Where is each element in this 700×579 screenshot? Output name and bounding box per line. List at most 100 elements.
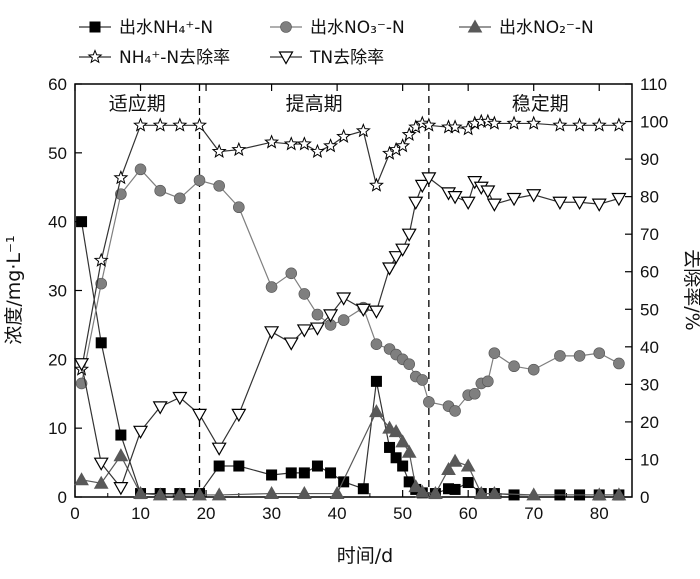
data-point bbox=[552, 196, 568, 210]
data-point bbox=[115, 429, 127, 441]
right-y-tick-label: 50 bbox=[640, 300, 659, 319]
data-point bbox=[278, 51, 294, 65]
data-point bbox=[593, 347, 606, 359]
data-point bbox=[133, 425, 149, 440]
right-y-tick-label: 70 bbox=[640, 225, 659, 244]
axes-frame: 0 10 20 30 40 50 60 70 80 0 10 20 30 40 50 60 0 10 20 30 40 5… bbox=[48, 75, 668, 523]
legend-item: 出水NO₃⁻-N bbox=[270, 18, 405, 38]
data-point bbox=[572, 196, 588, 210]
data-point bbox=[487, 486, 502, 500]
series-4 bbox=[74, 113, 627, 376]
right-y-tick-label: 100 bbox=[640, 113, 668, 132]
data-point bbox=[357, 483, 369, 495]
data-point bbox=[460, 196, 476, 210]
data-point bbox=[408, 479, 424, 493]
series-line bbox=[80, 168, 620, 412]
left-y-axis-title: 浓度/mg·L⁻¹ bbox=[3, 235, 25, 344]
data-point bbox=[76, 216, 88, 228]
series-1 bbox=[76, 216, 625, 501]
data-point bbox=[265, 281, 278, 293]
data-point bbox=[449, 483, 461, 495]
data-point bbox=[95, 337, 107, 349]
legend-label: 出水NH₄⁺-N bbox=[119, 18, 213, 38]
data-point bbox=[264, 486, 279, 500]
data-point bbox=[573, 350, 586, 362]
data-point bbox=[526, 487, 542, 501]
right-y-tick-label: 40 bbox=[640, 338, 659, 357]
data-point bbox=[309, 143, 325, 158]
data-point bbox=[416, 374, 429, 386]
data-point bbox=[337, 314, 350, 326]
data-point bbox=[213, 180, 225, 192]
data-point bbox=[338, 476, 350, 488]
data-point bbox=[93, 252, 109, 267]
data-point bbox=[486, 198, 502, 212]
series-2 bbox=[75, 163, 625, 417]
data-point bbox=[74, 358, 90, 372]
data-point bbox=[152, 401, 168, 415]
x-tick-label: 60 bbox=[459, 504, 478, 523]
data-point bbox=[401, 228, 417, 242]
data-point bbox=[480, 113, 496, 128]
x-axis-title: 时间/d bbox=[337, 545, 393, 567]
data-point bbox=[325, 467, 337, 479]
data-point bbox=[134, 163, 147, 176]
data-point bbox=[93, 457, 109, 471]
left-y-tick-label: 30 bbox=[48, 282, 67, 301]
data-point bbox=[113, 169, 129, 185]
data-point bbox=[368, 305, 384, 319]
data-point bbox=[264, 134, 280, 149]
data-point bbox=[447, 119, 463, 134]
left-y-tick-label: 50 bbox=[48, 144, 67, 163]
series-line bbox=[81, 410, 619, 496]
legend-label: TN去除率 bbox=[309, 48, 384, 68]
legend-item: 出水NH₄⁺-N bbox=[79, 18, 213, 38]
data-series bbox=[74, 113, 627, 501]
data-point bbox=[296, 486, 312, 500]
data-point bbox=[285, 267, 298, 280]
data-point bbox=[554, 350, 566, 362]
right-y-tick-label: 10 bbox=[640, 450, 659, 469]
data-point bbox=[382, 262, 398, 276]
data-point bbox=[133, 117, 149, 132]
data-point bbox=[154, 184, 166, 197]
data-point bbox=[447, 453, 463, 467]
data-point bbox=[480, 185, 496, 199]
right-y-tick-label: 80 bbox=[640, 188, 659, 207]
data-point bbox=[89, 21, 101, 33]
data-point bbox=[506, 115, 522, 130]
data-point bbox=[355, 303, 371, 317]
data-point bbox=[329, 486, 345, 500]
series-line bbox=[80, 177, 620, 489]
data-point bbox=[211, 143, 227, 158]
x-tick-label: 30 bbox=[262, 504, 281, 523]
data-point bbox=[395, 138, 411, 153]
data-point bbox=[611, 192, 627, 207]
data-point bbox=[231, 408, 247, 423]
data-point bbox=[591, 117, 607, 132]
data-point bbox=[368, 177, 384, 192]
data-point bbox=[388, 251, 404, 265]
data-point bbox=[193, 174, 206, 187]
data-point bbox=[369, 404, 384, 418]
plot-frame bbox=[74, 83, 633, 498]
series-5 bbox=[74, 172, 627, 496]
data-point bbox=[449, 405, 461, 417]
phase-label: 稳定期 bbox=[512, 93, 569, 115]
data-point bbox=[280, 21, 292, 33]
data-point bbox=[526, 189, 542, 203]
data-point bbox=[95, 277, 108, 290]
data-point bbox=[611, 487, 627, 501]
data-point bbox=[192, 487, 207, 501]
left-y-tick-label: 20 bbox=[48, 350, 67, 369]
right-y-tick-label: 90 bbox=[640, 150, 659, 169]
data-point bbox=[395, 434, 411, 448]
data-point bbox=[233, 201, 245, 214]
data-point bbox=[468, 387, 481, 400]
data-point bbox=[87, 49, 103, 64]
x-tick-label: 80 bbox=[590, 504, 609, 523]
data-point bbox=[152, 117, 168, 132]
data-point bbox=[172, 117, 188, 132]
data-point bbox=[421, 172, 437, 186]
